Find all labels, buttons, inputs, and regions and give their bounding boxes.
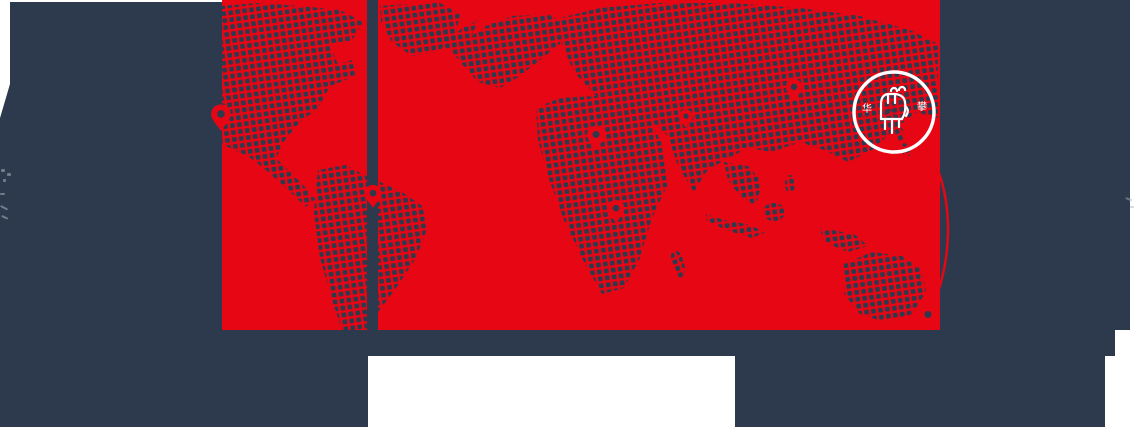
map-divider-bar — [367, 0, 378, 330]
pin-new-zealand — [919, 305, 937, 330]
pin-atlantic — [364, 185, 382, 208]
pin-central-asia — [679, 109, 693, 128]
route-arc — [926, 167, 950, 317]
continent-australia — [844, 252, 926, 322]
bottom-right-navy-block — [735, 356, 1105, 427]
continent-europe — [450, 14, 566, 88]
logo-ring — [852, 70, 936, 154]
island-madagascar — [671, 249, 685, 279]
continent-north-america — [222, 3, 363, 207]
logo-badge: 华 攀 — [852, 70, 936, 154]
faint-map-fragment-right — [1125, 197, 1134, 208]
fist-icon — [879, 85, 909, 135]
region-indochina — [724, 162, 762, 206]
pin-north-america — [211, 104, 231, 131]
pin-africa — [607, 200, 625, 223]
logo-char-left: 华 — [862, 102, 872, 115]
bottom-navy-band — [0, 330, 1115, 356]
island-new-guinea — [820, 228, 868, 252]
bottom-left-navy-block — [0, 356, 368, 427]
island-philippines — [785, 175, 795, 193]
faint-map-fragment-left — [0, 169, 11, 220]
pin-siberia — [785, 79, 803, 101]
islands-indonesia — [706, 214, 766, 238]
left-navy-panel — [0, 2, 222, 330]
pin-middle-east — [587, 125, 605, 150]
map-pins-layer — [211, 79, 937, 330]
right-navy-panel — [940, 0, 1130, 330]
island-borneo — [763, 203, 785, 221]
continent-africa — [536, 96, 668, 294]
island-japan-2 — [893, 125, 905, 141]
continent-asia — [560, 3, 938, 192]
logo-char-right: 攀 — [917, 100, 927, 113]
